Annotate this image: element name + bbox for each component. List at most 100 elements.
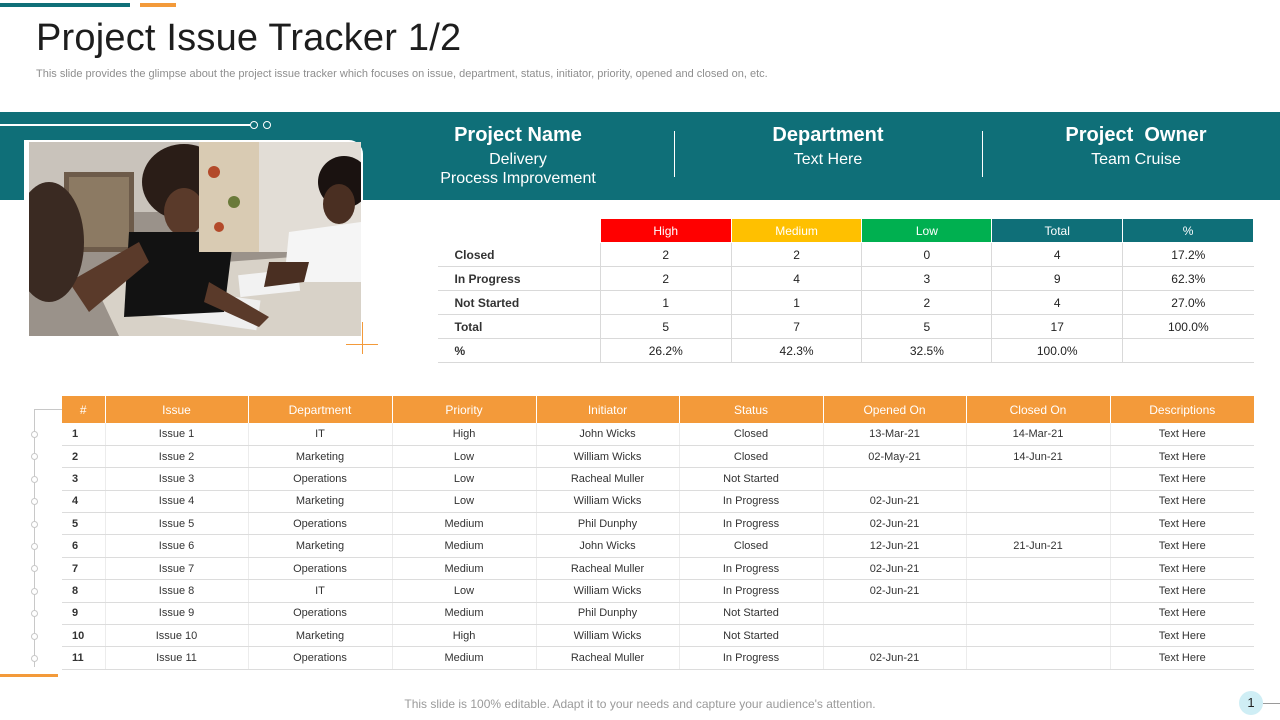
issues-header-cell: Department	[248, 396, 393, 423]
table-cell: 02-Jun-21	[823, 512, 967, 536]
project-owner-value: Team Cruise	[1091, 151, 1181, 168]
table-row: 4 Issue 4 Marketing Low William Wicks In Prog…	[62, 490, 1254, 514]
table-cell: Text Here	[1110, 602, 1254, 626]
page-number: 1	[1239, 691, 1263, 715]
summary-cell: 4	[991, 290, 1124, 315]
table-cell: Issue 7	[105, 557, 249, 581]
table-cell: Low	[392, 579, 537, 603]
page-number-line	[1263, 703, 1280, 704]
summary-cell: 26.2%	[600, 338, 732, 363]
table-cell: Text Here	[1110, 557, 1254, 581]
table-cell: Low	[392, 445, 537, 469]
table-cell: Marketing	[248, 445, 393, 469]
table-cell: Issue 10	[105, 624, 249, 648]
decorative-circle	[263, 121, 271, 129]
table-row: 9 Issue 9 Operations Medium Phil Dunphy Not S…	[62, 602, 1254, 626]
table-cell: 02-Jun-21	[823, 579, 967, 603]
summary-cell: 2	[600, 242, 732, 267]
summary-header-blank	[437, 218, 601, 243]
project-name-heading: Project Name	[454, 124, 582, 146]
table-cell: Operations	[248, 646, 393, 670]
team-photo	[14, 142, 370, 336]
table-cell: Marketing	[248, 534, 393, 558]
table-cell: Medium	[392, 646, 537, 670]
summary-row-label: Not Started	[437, 290, 601, 315]
table-cell: 10	[62, 624, 106, 648]
table-cell: 2	[62, 445, 106, 469]
table-cell: High	[392, 423, 537, 446]
project-owner-block: Project Owner Team Cruise	[1036, 124, 1236, 169]
table-cell: 14-Jun-21	[966, 445, 1111, 469]
department-block: Department Text Here	[728, 124, 928, 169]
table-cell: Medium	[392, 534, 537, 558]
table-cell: High	[392, 624, 537, 648]
table-cell: Issue 8	[105, 579, 249, 603]
table-cell: William Wicks	[536, 579, 680, 603]
table-cell: Low	[392, 467, 537, 491]
summary-row-label: %	[437, 338, 601, 363]
table-cell: Operations	[248, 467, 393, 491]
table-cell: Medium	[392, 602, 537, 626]
table-row: 11 Issue 11 Operations Medium Racheal Muller…	[62, 646, 1254, 670]
summary-row: In Progress 2 4 3 9 62.3%	[437, 266, 1254, 291]
summary-cell: 62.3%	[1122, 266, 1254, 291]
table-cell: Racheal Muller	[536, 467, 680, 491]
table-cell: 7	[62, 557, 106, 581]
table-cell: 4	[62, 490, 106, 514]
summary-header-low: Low	[861, 218, 993, 243]
table-cell	[966, 557, 1111, 581]
table-cell: 02-Jun-21	[823, 646, 967, 670]
timeline-dot	[31, 565, 38, 573]
table-cell: 6	[62, 534, 106, 558]
timeline-dot	[31, 543, 38, 550]
page-subtitle: This slide provides the glimpse about th…	[36, 68, 768, 80]
table-cell: Text Here	[1110, 423, 1254, 446]
table-cell	[966, 602, 1111, 626]
table-cell: 14-Mar-21	[966, 423, 1111, 446]
table-cell: Text Here	[1110, 445, 1254, 469]
table-cell	[966, 624, 1111, 648]
table-cell: Racheal Muller	[536, 646, 680, 670]
summary-cell: 2	[600, 266, 732, 291]
timeline-dot	[31, 431, 38, 438]
table-row: 5 Issue 5 Operations Medium Phil Dunphy In Pr…	[62, 512, 1254, 536]
table-row: 3 Issue 3 Operations Low Racheal Muller Not S…	[62, 467, 1254, 491]
table-cell: Operations	[248, 557, 393, 581]
summary-cell: 17.2%	[1122, 242, 1254, 267]
summary-row: Closed 2 2 0 4 17.2%	[437, 242, 1254, 267]
project-name-value-line1: Delivery	[489, 151, 547, 168]
summary-header-total: Total	[991, 218, 1124, 243]
timeline-dot	[31, 475, 38, 483]
summary-cell: 3	[861, 266, 993, 291]
department-value: Text Here	[793, 151, 863, 168]
table-cell: In Progress	[679, 490, 824, 514]
timeline-dot	[31, 610, 38, 618]
summary-table: High Medium Low Total % Closed 2 2 0 4 17.2% I…	[437, 218, 1254, 363]
table-cell: 02-Jun-21	[823, 490, 967, 514]
table-cell: Text Here	[1110, 490, 1254, 514]
issues-header-cell: Status	[679, 396, 824, 423]
top-accent-bar-teal	[0, 3, 130, 7]
table-cell: William Wicks	[536, 445, 680, 469]
summary-header-percent: %	[1122, 218, 1254, 243]
summary-cell: 0	[861, 242, 993, 267]
timeline-dot	[31, 632, 38, 640]
bottom-accent-bar	[0, 674, 58, 677]
table-cell: Closed	[679, 445, 824, 469]
table-cell	[966, 646, 1111, 670]
table-cell: Not Started	[679, 467, 824, 491]
summary-cell: 27.0%	[1122, 290, 1254, 315]
table-cell: Phil Dunphy	[536, 602, 680, 626]
table-cell: Issue 1	[105, 423, 249, 446]
summary-cell: 1	[731, 290, 863, 315]
table-cell: 02-Jun-21	[823, 557, 967, 581]
project-name-value-line2: Process Improvement	[440, 170, 596, 187]
timeline-dot	[31, 453, 38, 461]
table-row: 6 Issue 6 Marketing Medium John Wicks Closed 1…	[62, 534, 1254, 558]
table-cell: Marketing	[248, 624, 393, 648]
summary-row-label: Closed	[437, 242, 601, 267]
summary-cell: 9	[991, 266, 1124, 291]
table-cell: Text Here	[1110, 512, 1254, 536]
table-cell: 3	[62, 467, 106, 491]
summary-cell: 42.3%	[731, 338, 863, 363]
